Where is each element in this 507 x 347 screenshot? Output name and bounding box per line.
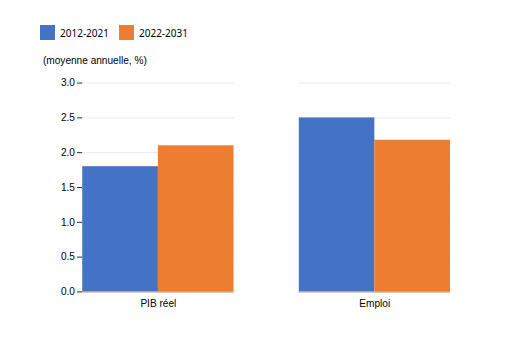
html-text:2022-2031: 2022-2031 — [139, 25, 188, 40]
svg-text:2.0: 2.0 — [61, 147, 75, 158]
svg-text:2.5: 2.5 — [61, 112, 75, 123]
svg-text:0.5: 0.5 — [61, 251, 75, 262]
html-text:2012-2021: 2012-2021 — [60, 25, 109, 40]
svg-text:Emploi: Emploi — [359, 298, 390, 309]
svg-text:PIB réel: PIB réel — [140, 298, 176, 309]
svg-text:(moyenne annuelle, %): (moyenne annuelle, %) — [43, 55, 147, 66]
svg-text:3.0: 3.0 — [61, 77, 75, 88]
svg-text:1.5: 1.5 — [61, 182, 75, 193]
svg-text:0.0: 0.0 — [61, 286, 75, 297]
svg-text:1.0: 1.0 — [61, 217, 75, 228]
